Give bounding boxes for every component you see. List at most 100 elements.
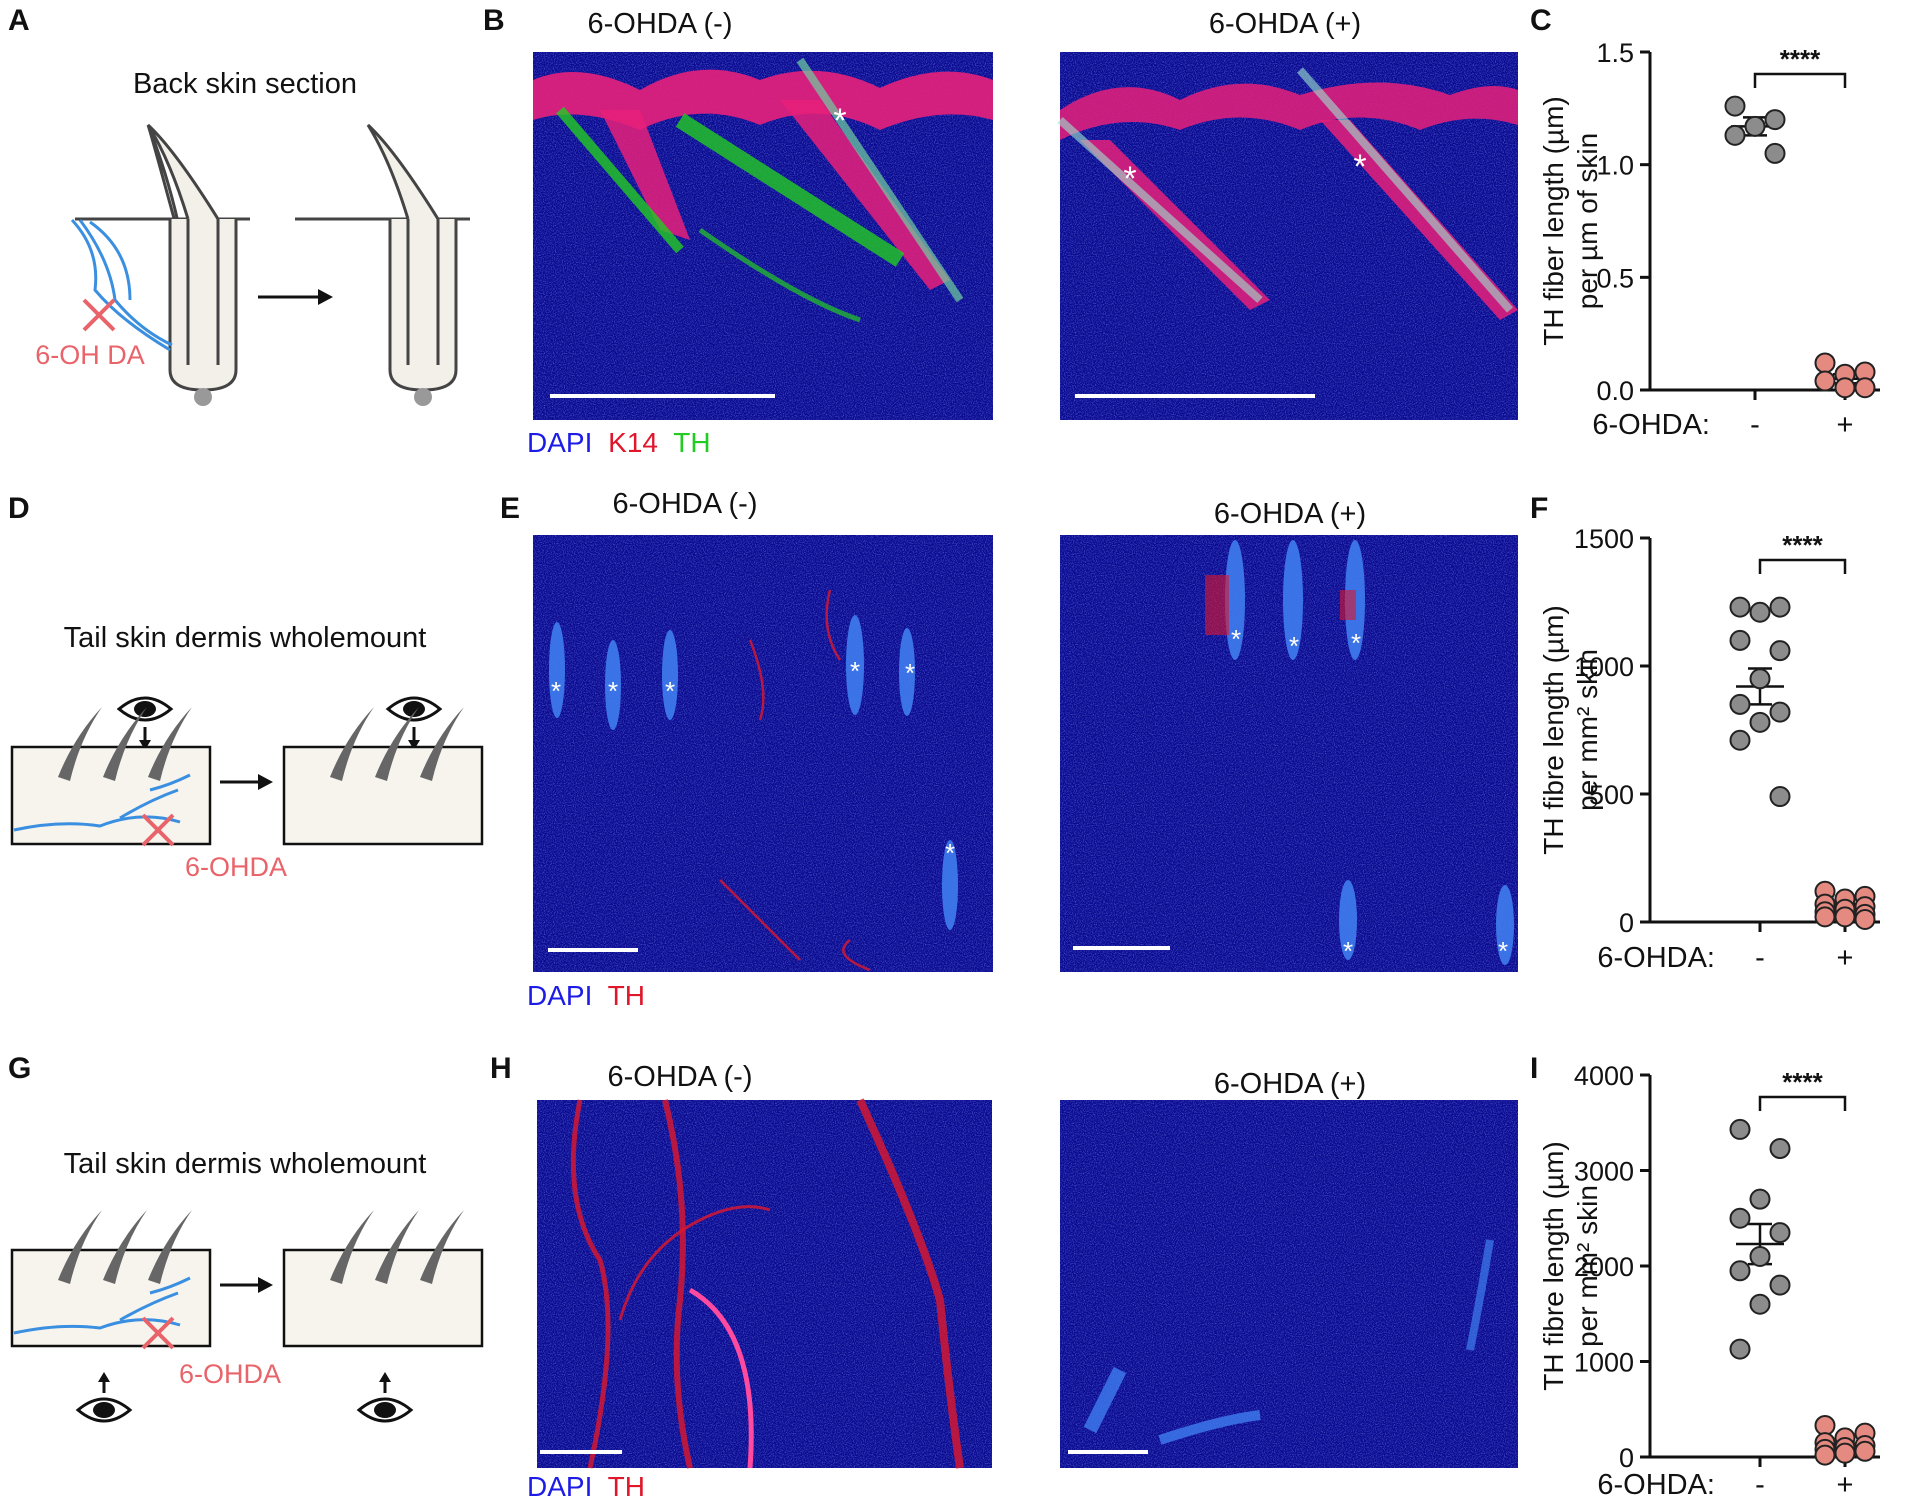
data-point	[1814, 370, 1836, 392]
y-tick-label: 0.5	[1596, 263, 1634, 293]
cross-icon	[141, 1316, 175, 1350]
x-tick-label: +	[1837, 1469, 1854, 1501]
significance-label: ****	[1780, 44, 1821, 74]
significance-bracket	[1753, 72, 1847, 88]
drug-label: 6-OHDA	[185, 852, 287, 882]
asterisk-marker: *	[1353, 148, 1366, 186]
y-tick-label: 1.0	[1596, 151, 1634, 181]
y-axis-label: TH fiber length (µm)	[1538, 96, 1569, 346]
x-tick-label: +	[1837, 409, 1854, 441]
significance-bracket	[1758, 1095, 1847, 1111]
y-axis-label: per mm² skin	[1572, 1185, 1603, 1347]
panel-letter-g: G	[8, 1052, 31, 1085]
hair-follicle-schematic-right	[295, 123, 470, 406]
skin-box-schematic-left	[10, 1210, 212, 1348]
micrograph-title-treated: 6-OHDA (+)	[1209, 8, 1361, 40]
panel-letter-e: E	[500, 492, 520, 525]
micrograph-back-skin-treated: * *	[1057, 52, 1518, 420]
y-tick-label: 4000	[1574, 1061, 1634, 1091]
data-point	[1744, 115, 1766, 137]
legend-k14: K14	[608, 427, 658, 458]
significance-label: ****	[1782, 530, 1823, 560]
data-point	[1769, 1274, 1791, 1296]
stain-legend: DAPI TH	[527, 980, 645, 1011]
schematic-title: Tail skin dermis wholemount	[64, 622, 427, 654]
asterisk-marker: *	[1231, 624, 1241, 654]
panel-letter-b: B	[483, 4, 505, 37]
data-point	[1749, 601, 1771, 623]
data-point	[1729, 693, 1751, 715]
y-tick-label: 3000	[1574, 1157, 1634, 1187]
arrow-up-icon	[379, 1372, 391, 1393]
asterisk-marker: *	[1498, 936, 1508, 966]
chart-i: 0 1000 2000 3000 4000 - +6-OHDA: TH fibre lengt…	[1538, 1061, 1880, 1501]
cross-icon	[141, 813, 175, 847]
micrograph-title-control: 6-OHDA (-)	[588, 8, 733, 40]
eye-icon	[117, 696, 173, 722]
asterisk-marker: *	[608, 676, 618, 706]
legend-th: TH	[608, 1471, 645, 1502]
arrow-up-icon	[98, 1372, 110, 1393]
data-point	[1854, 1440, 1876, 1462]
stain-legend: DAPI K14 TH	[527, 427, 711, 458]
significance-bracket	[1758, 558, 1847, 574]
x-tick-label: -	[1755, 942, 1765, 974]
y-tick-label: 2000	[1574, 1252, 1634, 1282]
arrow-icon	[220, 1277, 273, 1293]
eye-icon	[76, 1397, 132, 1423]
data-point	[1769, 1138, 1791, 1160]
panel-letter-f: F	[1530, 492, 1548, 525]
skin-box-schematic-right	[282, 707, 484, 846]
micrograph-title-treated: 6-OHDA (+)	[1214, 1068, 1366, 1100]
skin-box-schematic-right	[282, 1210, 484, 1348]
legend-dapi: DAPI	[527, 980, 592, 1011]
panel-letter-d: D	[8, 492, 30, 525]
y-tick-label: 1500	[1574, 524, 1634, 554]
y-tick-label: 1000	[1574, 652, 1634, 682]
data-point	[1749, 668, 1771, 690]
data-point	[1769, 596, 1791, 618]
chart-f: 0 500 1000 1500 - +6-OHDA: TH fibre length (µm…	[1538, 524, 1880, 974]
data-point	[1769, 701, 1791, 723]
x-tick-label: -	[1750, 409, 1760, 441]
data-point	[1764, 109, 1786, 131]
asterisk-marker: *	[1123, 160, 1136, 198]
arrow-down-icon	[139, 727, 151, 750]
data-point	[1834, 377, 1856, 399]
y-tick-label: 1.5	[1596, 38, 1634, 68]
legend-th: TH	[673, 427, 710, 458]
data-point	[1729, 596, 1751, 618]
hair-follicle-schematic-left	[70, 123, 250, 406]
data-point	[1834, 906, 1856, 928]
data-point	[1729, 1118, 1751, 1140]
data-point	[1749, 1188, 1771, 1210]
data-point	[1814, 1444, 1836, 1466]
data-point	[1854, 908, 1876, 930]
data-point	[1729, 1260, 1751, 1282]
significance-label: ****	[1782, 1067, 1823, 1097]
eye-icon	[386, 696, 442, 722]
micrograph-tail-dermis-treated-2	[1060, 1100, 1518, 1468]
arrow-down-icon	[408, 727, 420, 750]
asterisk-marker: *	[945, 838, 955, 868]
micrograph-back-skin-control: *	[533, 52, 993, 420]
legend-dapi: DAPI	[527, 1471, 592, 1502]
y-axis-label: per µm of skin	[1572, 133, 1603, 309]
micrograph-title-treated: 6-OHDA (+)	[1214, 498, 1366, 530]
micrograph-tail-dermis-control: * * * * * *	[533, 535, 993, 972]
y-tick-label: 500	[1589, 780, 1634, 810]
scatter-charts: 0.0 0.5 1.0 1.5 - +6-OHDA: TH fiber length (µm…	[1538, 38, 1880, 1501]
data-point	[1724, 124, 1746, 146]
y-axis-label: TH fibre length (µm)	[1538, 1141, 1569, 1391]
y-axis-label: per mm² skin	[1572, 649, 1603, 811]
data-point	[1749, 711, 1771, 733]
asterisk-marker: *	[665, 676, 675, 706]
asterisk-marker: *	[1351, 628, 1361, 658]
drug-label: 6-OH DA	[35, 340, 145, 370]
data-point	[1769, 640, 1791, 662]
schematic-title: Tail skin dermis wholemount	[64, 1148, 427, 1180]
asterisk-marker: *	[850, 656, 860, 686]
y-tick-label: 1000	[1574, 1348, 1634, 1378]
asterisk-marker: *	[905, 658, 915, 688]
